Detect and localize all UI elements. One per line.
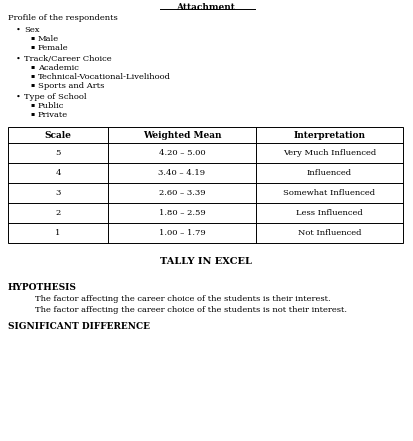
Text: Profile of the respondents: Profile of the respondents (8, 14, 118, 22)
Text: ▪: ▪ (30, 64, 34, 69)
Text: Track/Career Choice: Track/Career Choice (24, 55, 112, 63)
Text: Interpretation: Interpretation (294, 131, 366, 139)
Text: Less Influenced: Less Influenced (296, 209, 363, 217)
Text: Sex: Sex (24, 26, 40, 34)
Text: Type of School: Type of School (24, 93, 87, 101)
Text: Female: Female (38, 44, 69, 52)
Text: 1.00 – 1.79: 1.00 – 1.79 (159, 229, 205, 237)
Text: The factor affecting the career choice of the students is not their interest.: The factor affecting the career choice o… (35, 306, 347, 314)
Text: ▪: ▪ (30, 111, 34, 116)
Text: 5: 5 (55, 149, 61, 157)
Text: 4.20 – 5.00: 4.20 – 5.00 (159, 149, 205, 157)
Text: The factor affecting the career choice of the students is their interest.: The factor affecting the career choice o… (35, 295, 331, 303)
Text: •: • (16, 55, 21, 63)
Text: SIGNIFICANT DIFFERENCE: SIGNIFICANT DIFFERENCE (8, 322, 150, 331)
Text: Weighted Mean: Weighted Mean (143, 131, 221, 139)
Text: 1.80 – 2.59: 1.80 – 2.59 (159, 209, 205, 217)
Text: •: • (16, 93, 21, 101)
Text: Influenced: Influenced (307, 169, 352, 177)
Text: Public: Public (38, 102, 64, 110)
Text: 3: 3 (55, 189, 61, 197)
Text: Academic: Academic (38, 64, 79, 72)
Text: •: • (16, 26, 21, 34)
Text: Technical-Vocational-Livelihood: Technical-Vocational-Livelihood (38, 73, 171, 81)
Text: 2: 2 (55, 209, 61, 217)
Text: 4: 4 (55, 169, 61, 177)
Text: ▪: ▪ (30, 35, 34, 40)
Text: HYPOTHESIS: HYPOTHESIS (8, 283, 77, 292)
Text: ▪: ▪ (30, 73, 34, 78)
Text: Attachment: Attachment (177, 3, 235, 12)
Text: Not Influenced: Not Influenced (298, 229, 361, 237)
Text: 2.60 – 3.39: 2.60 – 3.39 (159, 189, 205, 197)
Text: 3.40 – 4.19: 3.40 – 4.19 (159, 169, 206, 177)
Text: 1: 1 (55, 229, 61, 237)
Text: ▪: ▪ (30, 82, 34, 87)
Bar (8, 127, 403, 243)
Text: Private: Private (38, 111, 68, 119)
Text: Somewhat Influenced: Somewhat Influenced (283, 189, 375, 197)
Text: TALLY IN EXCEL: TALLY IN EXCEL (160, 257, 252, 266)
Text: Male: Male (38, 35, 59, 43)
Text: ▪: ▪ (30, 102, 34, 107)
Text: ▪: ▪ (30, 44, 34, 49)
Text: Sports and Arts: Sports and Arts (38, 82, 104, 90)
Text: Scale: Scale (45, 131, 71, 139)
Text: Very Much Influenced: Very Much Influenced (283, 149, 376, 157)
